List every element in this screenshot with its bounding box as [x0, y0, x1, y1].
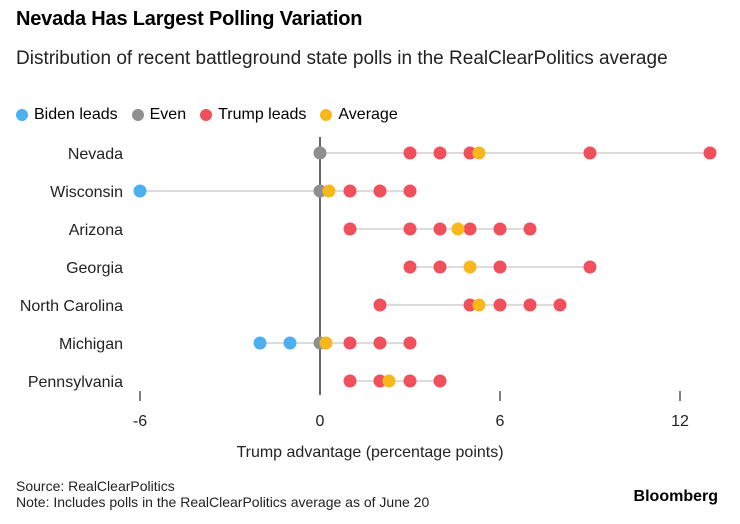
- poll-dot-trump-georgia: [583, 260, 597, 274]
- legend-swatch-biden-leads: [16, 109, 28, 121]
- legend-label-biden-leads: Biden leads: [34, 106, 118, 123]
- state-label-georgia: Georgia: [66, 260, 123, 277]
- poll-dot-trump-georgia: [493, 260, 507, 274]
- state-label-michigan: Michigan: [59, 336, 123, 353]
- x-tick-label: 6: [496, 413, 505, 430]
- x-tick-label: 0: [316, 413, 325, 430]
- poll-dot-trump-pennsylvania: [373, 374, 387, 388]
- legend-item-average: Average: [320, 106, 398, 124]
- average-dot-michigan: [319, 336, 333, 350]
- poll-dot-trump-nevada: [403, 146, 417, 160]
- average-dot-pennsylvania: [382, 374, 396, 388]
- poll-dot-trump-wisconsin: [373, 184, 387, 198]
- source-note: Source: RealClearPolitics: [16, 478, 175, 494]
- poll-dot-trump-arizona: [433, 222, 447, 236]
- poll-dot-trump-north-carolina: [463, 298, 477, 312]
- poll-dot-trump-north-carolina: [523, 298, 537, 312]
- poll-dot-trump-nevada: [703, 146, 717, 160]
- poll-dot-trump-north-carolina: [553, 298, 567, 312]
- legend-label-average: Average: [338, 106, 398, 123]
- legend-label-even: Even: [149, 106, 187, 123]
- legend-item-trump-leads: Trump leads: [200, 106, 306, 124]
- state-label-arizona: Arizona: [69, 222, 123, 239]
- state-label-north-carolina: North Carolina: [20, 298, 123, 315]
- average-dot-north-carolina: [472, 298, 486, 312]
- average-dot-arizona: [451, 222, 465, 236]
- x-tick-label: 12: [671, 413, 689, 430]
- poll-dot-trump-arizona: [463, 222, 477, 236]
- footnote: Note: Includes polls in the RealClearPol…: [16, 494, 430, 510]
- chart-subtitle: Distribution of recent battleground stat…: [16, 48, 668, 69]
- poll-dot-trump-michigan: [373, 336, 387, 350]
- poll-dot-trump-nevada: [433, 146, 447, 160]
- average-dot-nevada: [472, 146, 486, 160]
- legend-swatch-average: [320, 109, 333, 121]
- poll-dot-trump-arizona: [343, 222, 357, 236]
- poll-dot-even-wisconsin: [313, 184, 327, 198]
- poll-dot-biden-michigan: [283, 336, 297, 350]
- poll-dot-trump-wisconsin: [343, 184, 357, 198]
- poll-dot-biden-wisconsin: [133, 184, 147, 198]
- state-label-pennsylvania: Pennsylvania: [28, 374, 123, 391]
- average-dot-georgia: [463, 260, 477, 274]
- poll-dot-trump-nevada: [583, 146, 597, 160]
- poll-dot-even-nevada: [313, 146, 327, 160]
- bloomberg-logo: Bloomberg: [633, 488, 718, 505]
- poll-dot-trump-michigan: [403, 336, 417, 350]
- poll-dot-trump-arizona: [403, 222, 417, 236]
- poll-dot-biden-michigan: [253, 336, 267, 350]
- average-dot-wisconsin: [322, 184, 336, 198]
- chart-title: Nevada Has Largest Polling Variation: [16, 8, 363, 30]
- legend: Biden leads Even Trump leads Average: [16, 106, 412, 124]
- poll-dot-trump-wisconsin: [403, 184, 417, 198]
- poll-dot-trump-nevada: [463, 146, 477, 160]
- poll-dot-trump-georgia: [433, 260, 447, 274]
- legend-item-biden-leads: Biden leads: [16, 106, 118, 124]
- legend-swatch-trump-leads: [200, 109, 213, 121]
- legend-label-trump-leads: Trump leads: [218, 106, 307, 123]
- poll-dot-trump-north-carolina: [493, 298, 507, 312]
- poll-dot-trump-michigan: [343, 336, 357, 350]
- state-label-wisconsin: Wisconsin: [50, 184, 123, 201]
- poll-dot-trump-north-carolina: [373, 298, 387, 312]
- poll-dot-trump-pennsylvania: [403, 374, 417, 388]
- state-label-nevada: Nevada: [68, 146, 123, 163]
- legend-item-even: Even: [131, 106, 187, 124]
- legend-swatch-even: [131, 109, 144, 121]
- poll-dot-trump-arizona: [523, 222, 537, 236]
- poll-dot-trump-pennsylvania: [433, 374, 447, 388]
- x-axis-label: Trump advantage (percentage points): [236, 444, 503, 461]
- poll-dot-trump-arizona: [493, 222, 507, 236]
- x-tick-label: -6: [133, 413, 147, 430]
- poll-dot-trump-pennsylvania: [343, 374, 357, 388]
- poll-dot-trump-georgia: [403, 260, 417, 274]
